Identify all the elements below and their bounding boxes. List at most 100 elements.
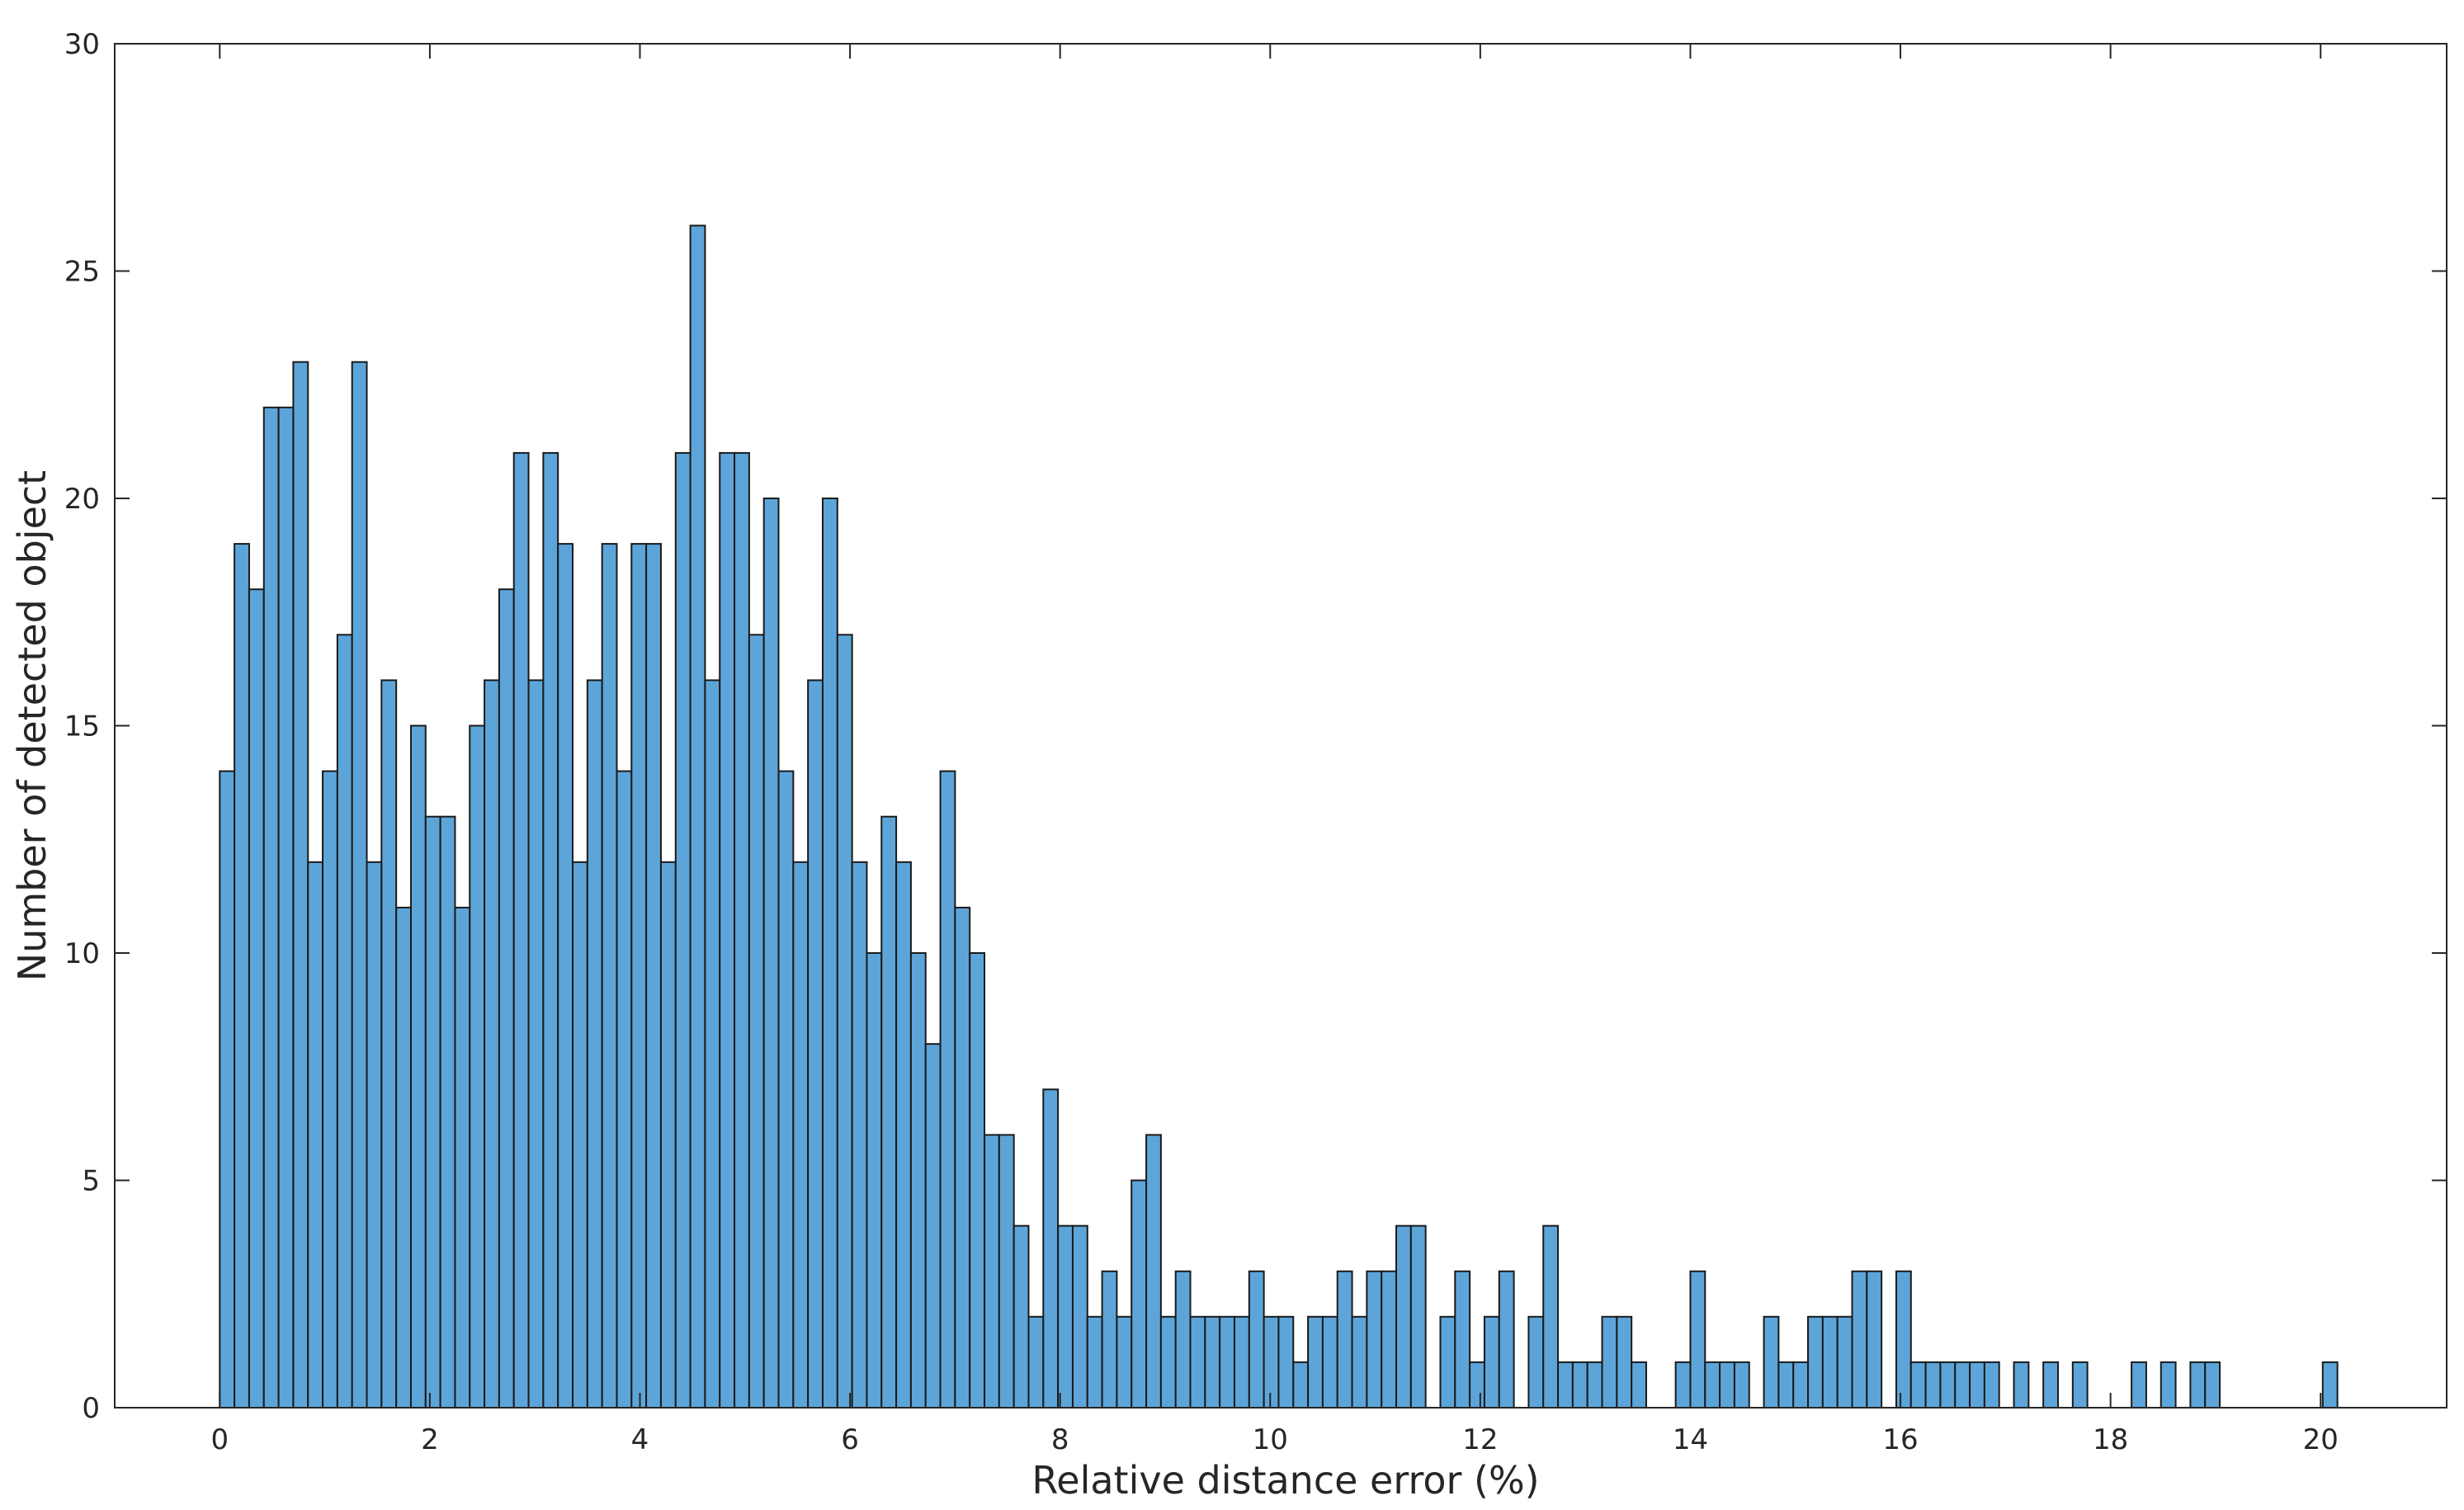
histogram-bar [1954, 1361, 1971, 1409]
histogram-bar [1145, 1134, 1162, 1409]
histogram-bar [2013, 1361, 2030, 1409]
y-tick-label: 30 [64, 28, 100, 61]
histogram-bar [1586, 1361, 1603, 1409]
histogram-bar [380, 679, 398, 1409]
histogram-bar [322, 770, 338, 1409]
histogram-bar [954, 906, 971, 1409]
histogram-bar [1204, 1315, 1221, 1409]
histogram-bar [1527, 1315, 1545, 1409]
histogram-bar [866, 952, 883, 1409]
histogram-bar [409, 724, 427, 1409]
histogram-bar [895, 861, 912, 1409]
histogram-bar [1674, 1361, 1692, 1409]
histogram-bar [262, 406, 280, 1409]
histogram-bar [512, 451, 530, 1409]
histogram-bar [1616, 1315, 1633, 1409]
histogram-bar [836, 634, 853, 1409]
histogram-bar [2042, 1361, 2060, 1409]
x-axis-title: Relative distance error (%) [1031, 1458, 1539, 1503]
histogram-bar [1836, 1315, 1853, 1409]
histogram-bar [2189, 1361, 2207, 1409]
histogram-bar [292, 361, 309, 1409]
x-tick-label: 4 [631, 1423, 649, 1456]
histogram-bar [1631, 1361, 1647, 1409]
histogram-bar [777, 770, 795, 1409]
histogram-bar [1557, 1361, 1574, 1409]
histogram-bar [1454, 1270, 1471, 1409]
y-tick-label: 25 [64, 256, 100, 289]
histogram-bar [969, 952, 986, 1409]
histogram-bar [1719, 1361, 1735, 1409]
histogram-bar [734, 451, 750, 1409]
histogram-bar [1219, 1315, 1235, 1409]
histogram-bar [1307, 1315, 1324, 1409]
histogram-bar [234, 543, 250, 1409]
histogram-bar [351, 361, 368, 1409]
x-tick-label: 0 [210, 1423, 229, 1456]
histogram-bar [1777, 1361, 1795, 1409]
x-tick-label: 2 [421, 1423, 439, 1456]
histogram-bar [807, 679, 824, 1409]
histogram-bar [1042, 1088, 1060, 1409]
y-axis-title: Number of detected object [10, 470, 54, 981]
histogram-bar [1159, 1315, 1177, 1409]
histogram-bar [1366, 1270, 1383, 1409]
histogram-bar [1101, 1270, 1118, 1409]
histogram-bar [821, 498, 838, 1409]
histogram-bar [1733, 1361, 1750, 1409]
histogram-bar [2131, 1361, 2147, 1409]
histogram-bar [572, 861, 588, 1409]
y-tick-label: 5 [82, 1165, 100, 1198]
histogram-bar [424, 815, 441, 1409]
histogram-bar [439, 815, 456, 1409]
histogram-bar [1233, 1315, 1250, 1409]
histogram-bar [484, 679, 500, 1409]
histogram-bar [1909, 1361, 1927, 1409]
histogram-bar [586, 679, 603, 1409]
histogram-bar [1189, 1315, 1206, 1409]
histogram-bar [1174, 1270, 1192, 1409]
histogram-bar [469, 724, 486, 1409]
histogram-bar [454, 906, 471, 1409]
x-tick-label: 20 [2303, 1423, 2339, 1456]
histogram-bar [1321, 1315, 1338, 1409]
histogram-bar [1983, 1361, 2000, 1409]
y-tick-label: 20 [64, 483, 100, 516]
histogram-bar [366, 861, 383, 1409]
histogram-bar [719, 451, 736, 1409]
y-tick-label: 0 [82, 1392, 100, 1425]
histogram-bar [1469, 1361, 1485, 1409]
histogram-bar [2071, 1361, 2089, 1409]
histogram-bar [748, 634, 765, 1409]
histogram-bar [984, 1134, 1000, 1409]
histogram-bar [1924, 1361, 1942, 1409]
histogram-bar [542, 451, 559, 1409]
histogram-bar [1807, 1315, 1824, 1409]
histogram-bar [1292, 1361, 1310, 1409]
histogram-bar [1336, 1270, 1353, 1409]
histogram-bar [1821, 1315, 1839, 1409]
histogram-bar [2160, 1361, 2177, 1409]
histogram-bar [1409, 1225, 1427, 1409]
ticks-layer: 0 2 4 6 8 10 12 14 16 18 20 0 5 10 15 20 25 30 [64, 28, 2447, 1456]
histogram-bar [909, 952, 927, 1409]
histogram-bar [557, 543, 574, 1409]
histogram-bar [1277, 1315, 1295, 1409]
histogram-bar [1086, 1315, 1103, 1409]
histogram-bar [1571, 1361, 1588, 1409]
histogram-bar [1116, 1315, 1133, 1409]
y-tick-label: 10 [64, 937, 100, 970]
histogram-bar [1131, 1179, 1148, 1409]
histogram-bar [1395, 1225, 1412, 1409]
histogram-bar [1057, 1225, 1074, 1409]
bars-layer [219, 224, 2339, 1409]
histogram-bar [1601, 1315, 1618, 1409]
histogram-bar [924, 1043, 942, 1409]
x-tick-label: 16 [1882, 1423, 1918, 1456]
histogram-bar [1895, 1270, 1912, 1409]
histogram-bar [1071, 1225, 1088, 1409]
x-tick-label: 6 [841, 1423, 859, 1456]
histogram-bar [277, 406, 295, 1409]
